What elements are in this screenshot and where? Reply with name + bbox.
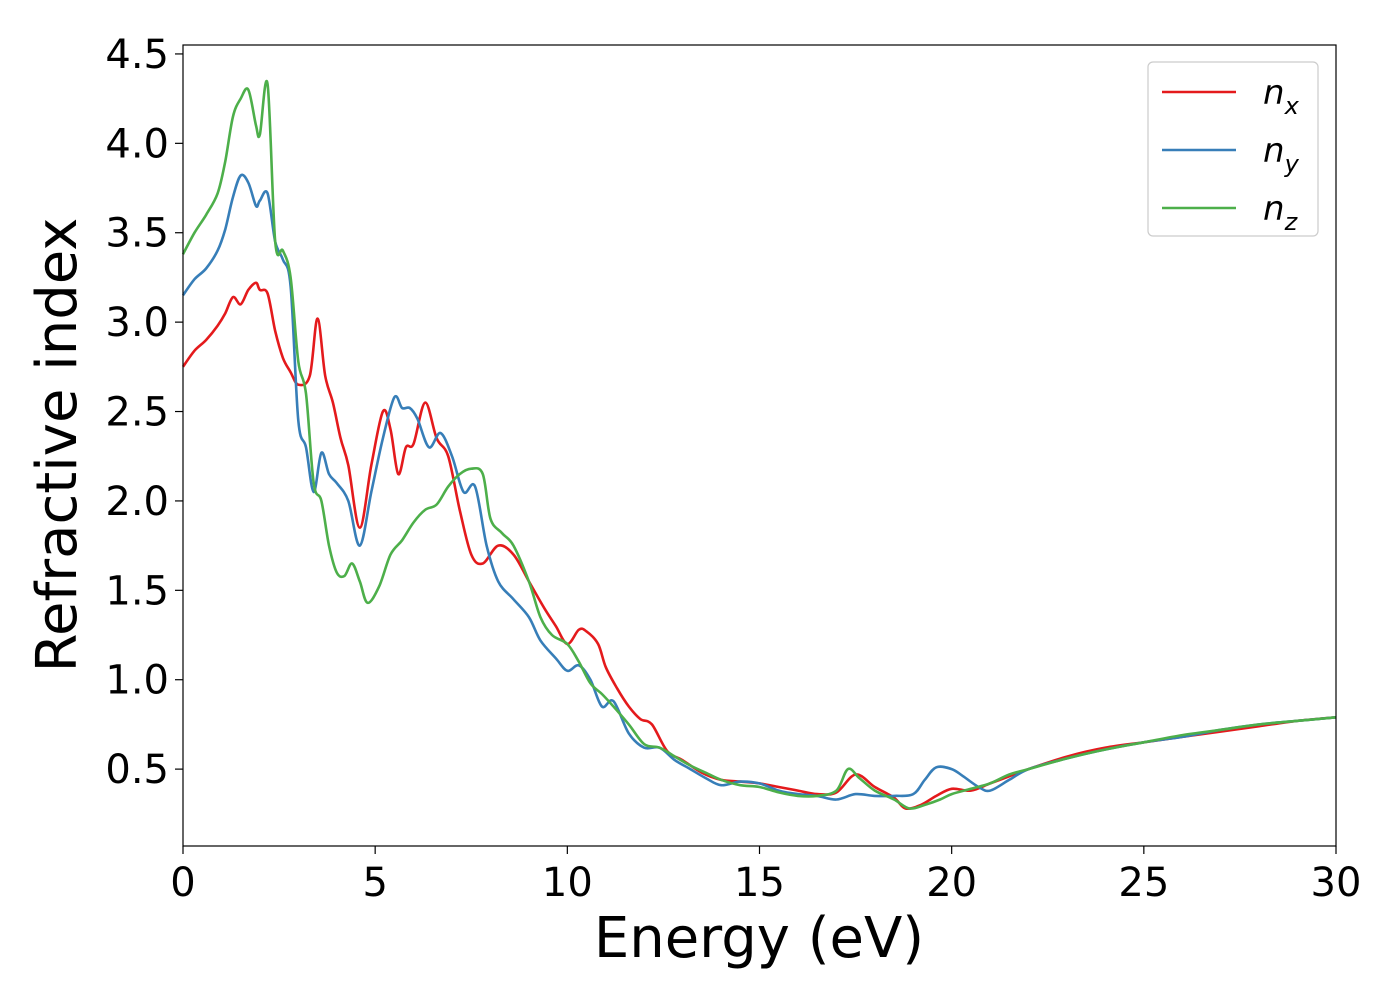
y-tick-label: 3.5	[105, 211, 169, 257]
y-tick-label: 4.5	[105, 32, 169, 78]
x-tick-label: 5	[362, 860, 387, 906]
x-axis-title: Energy (eV)	[594, 906, 924, 971]
x-tick-label: 15	[734, 860, 785, 906]
legend-label-ny: ny	[1263, 131, 1300, 178]
legend-label-nx: nx	[1263, 73, 1300, 120]
y-tick-label: 4.0	[105, 121, 169, 167]
series-layer	[181, 79, 1337, 811]
x-tick-label: 25	[1118, 860, 1169, 906]
series-line-nx	[181, 281, 1337, 811]
y-tick-label: 1.0	[105, 658, 169, 704]
legend: nx ny nz	[1147, 61, 1319, 237]
y-axis: 0.5 1.0 1.5 2.0 2.5 3.0 3.5 4.0 4.5	[105, 32, 183, 793]
y-tick-label: 2.5	[105, 390, 169, 436]
legend-label-nz: nz	[1263, 189, 1299, 236]
x-tick-label: 30	[1311, 860, 1362, 906]
y-tick-label: 3.0	[105, 300, 169, 346]
y-axis-title: Refractive index	[25, 218, 90, 673]
y-tick-label: 2.0	[105, 479, 169, 525]
x-axis: 0 5 10 15 20 25 30	[170, 846, 1361, 906]
series-line-nz	[181, 79, 1337, 810]
x-tick-label: 20	[926, 860, 977, 906]
y-tick-label: 0.5	[105, 747, 169, 793]
y-tick-label: 1.5	[105, 568, 169, 614]
x-tick-label: 0	[170, 860, 195, 906]
x-tick-label: 10	[542, 860, 593, 906]
